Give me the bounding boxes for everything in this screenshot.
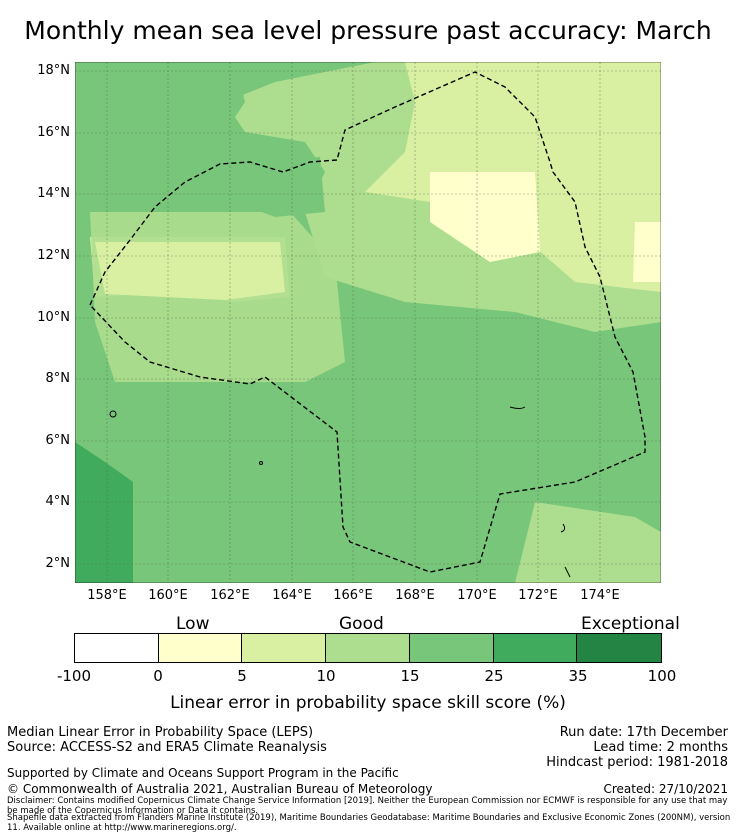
lat-label: 18°N xyxy=(37,63,70,78)
colorbar-tick: 15 xyxy=(400,667,420,685)
colorbar-segment xyxy=(326,634,410,662)
islands xyxy=(109,406,571,578)
colorbar-tick: 100 xyxy=(647,667,677,685)
lat-label: 10°N xyxy=(37,310,70,325)
colorbar-segment xyxy=(577,634,662,662)
region-green-nw xyxy=(75,62,245,182)
lat-label: 6°N xyxy=(45,433,71,448)
lon-label: 158°E xyxy=(87,588,127,603)
colorbar-label-low: Low xyxy=(176,614,210,634)
map-title: Monthly mean sea level pressure past acc… xyxy=(24,16,712,45)
footer-hindcast: Hindcast period: 1981-2018 xyxy=(546,755,728,770)
lon-label: 170°E xyxy=(457,588,497,603)
colorbar-segment xyxy=(158,634,243,662)
lat-label: 16°N xyxy=(37,125,70,140)
footer-shapefile-credit: Shapefile data extracted from Flanders M… xyxy=(7,813,731,833)
colorbar-tick: 35 xyxy=(568,667,588,685)
lon-label: 174°E xyxy=(580,588,620,603)
lat-label: 14°N xyxy=(37,186,70,201)
colorbar-label-good: Good xyxy=(339,614,384,634)
colorbar-tick: 25 xyxy=(484,667,504,685)
colorbar-tick: -100 xyxy=(56,667,92,685)
footer-source: Source: ACCESS-S2 and ERA5 Climate Reana… xyxy=(7,740,327,755)
colorbar-segment xyxy=(75,634,159,662)
colorbar-tick: 10 xyxy=(316,667,336,685)
skill-regions xyxy=(75,62,661,583)
colorbar xyxy=(74,633,662,663)
colorbar-segment xyxy=(409,634,494,662)
lon-label: 168°E xyxy=(395,588,435,603)
region-lightyellow-center xyxy=(430,172,540,262)
lat-label: 8°N xyxy=(45,371,71,386)
region-mid-south xyxy=(75,382,661,583)
eez-boundary xyxy=(89,71,646,573)
region-paler-se xyxy=(515,502,661,583)
lat-label: 2°N xyxy=(45,556,71,571)
lat-label: 4°N xyxy=(45,494,71,509)
footer-lead-time: Lead time: 2 months xyxy=(593,740,728,755)
colorbar-segment xyxy=(493,634,578,662)
footer-copyright: © Commonwealth of Australia 2021, Austra… xyxy=(7,782,433,796)
footer-method: Median Linear Error in Probability Space… xyxy=(7,725,314,740)
footer-run-date: Run date: 17th December xyxy=(559,725,728,740)
colorbar-tick: 0 xyxy=(153,667,163,685)
lon-label: 162°E xyxy=(210,588,250,603)
colorbar-title: Linear error in probability space skill … xyxy=(170,693,566,713)
lat-label: 12°N xyxy=(37,248,70,263)
colorbar-tick: 5 xyxy=(237,667,247,685)
region-dark-sw xyxy=(75,442,133,583)
region-green-center-north xyxy=(235,157,325,217)
region-lightyellow-east xyxy=(633,222,661,282)
lon-label: 172°E xyxy=(518,588,558,603)
colorbar-segment xyxy=(242,634,327,662)
gridlines xyxy=(75,62,661,583)
footer-created: Created: 27/10/2021 xyxy=(603,782,728,796)
footer-support: Supported by Climate and Oceans Support … xyxy=(7,766,399,780)
skill-map xyxy=(75,62,661,583)
lon-label: 164°E xyxy=(272,588,312,603)
colorbar-label-exceptional: Exceptional xyxy=(581,614,680,634)
footer-disclaimer: Disclaimer: Contains modified Copernicus… xyxy=(7,796,728,816)
lon-label: 160°E xyxy=(148,588,188,603)
region-lightyellow-west xyxy=(95,242,285,300)
lon-label: 166°E xyxy=(333,588,373,603)
